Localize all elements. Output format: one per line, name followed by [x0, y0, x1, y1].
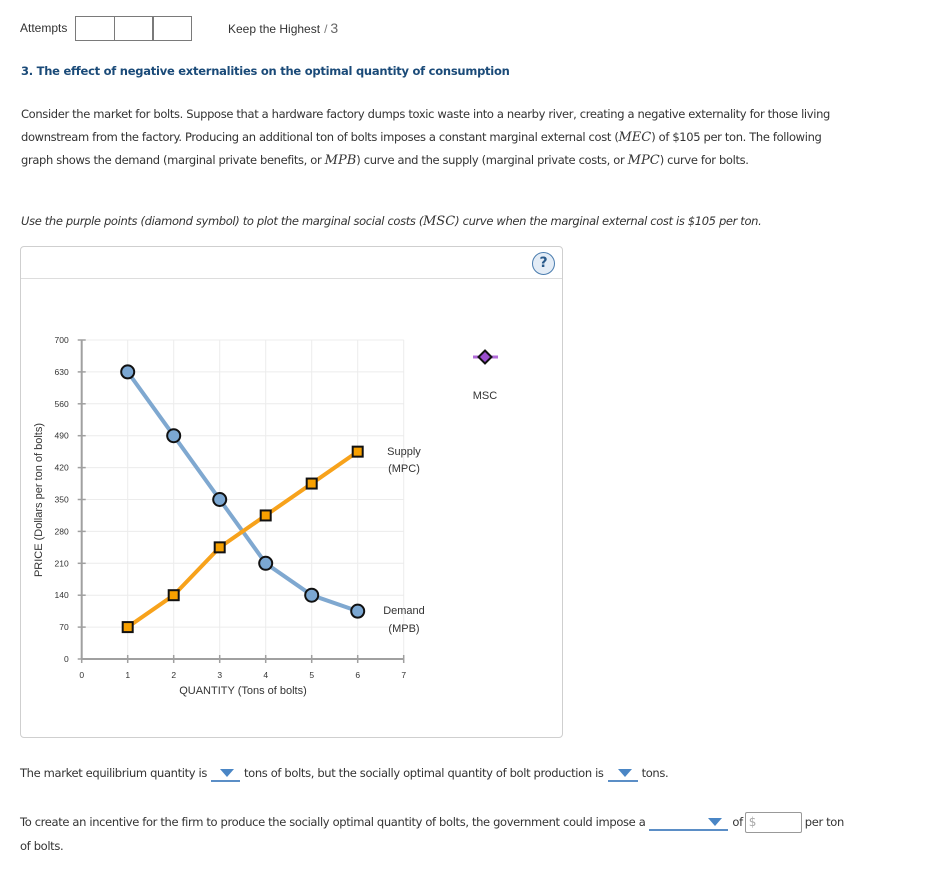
equilibrium-question: The market equilibrium quantity is tons o…: [20, 763, 669, 783]
supply-point-square[interactable]: [121, 621, 134, 634]
demand-point-circle[interactable]: [258, 555, 274, 571]
x-tick-label: 3: [217, 670, 222, 680]
x-axis-title: QUANTITY (Tons of bolts): [179, 685, 307, 697]
math-mpb: MPB: [324, 153, 357, 168]
x-tick-label: 4: [263, 670, 268, 680]
y-tick-label: 280: [55, 526, 69, 536]
y-tick-label: 630: [55, 367, 69, 377]
dropdown-arrow-icon: [220, 769, 235, 777]
intro-line-1: Consider the market for bolts. Suppose t…: [21, 103, 830, 126]
policy-type-dropdown[interactable]: [649, 814, 729, 831]
y-tick-label: 0: [64, 654, 69, 664]
q2-text-before: To create an incentive for the firm to p…: [20, 815, 646, 829]
demand-point-circle[interactable]: [212, 492, 228, 507]
y-tick-label: 420: [55, 463, 69, 473]
q2-text-per-ton: per ton: [804, 815, 845, 829]
y-axis-title: PRICE (Dollars per ton of bolts): [33, 423, 45, 577]
instruction-text: ) curve when the marginal external cost …: [455, 214, 762, 228]
score-separator: /: [324, 22, 328, 36]
x-tick-label: 6: [355, 670, 360, 680]
question-title: 3. The effect of negative externalities …: [21, 64, 510, 78]
supply-demand-chart[interactable]: 0 70 140 210 280 350 420 490 560 630 700 0 1 2 3 4 5 6 7 QU…: [21, 247, 562, 737]
supply-point-square[interactable]: [167, 589, 180, 602]
intro-text: downstream from the factory. Producing a…: [21, 130, 619, 144]
msc-legend-label: MSC: [473, 390, 498, 402]
intro-text: ) of $105 per ton. The following: [651, 130, 822, 144]
q1-text-after: tons.: [641, 766, 669, 780]
instruction-text: Use the purple points (diamond symbol) t…: [21, 214, 423, 228]
attempts-label: Attempts: [20, 21, 68, 35]
y-tick-label: 350: [55, 495, 69, 505]
math-msc: MSC: [423, 214, 456, 229]
x-tick-label: 7: [401, 670, 406, 680]
intro-text: graph shows the demand (marginal private…: [21, 153, 325, 167]
intro-line-3: graph shows the demand (marginal private…: [21, 149, 830, 172]
policy-question: To create an incentive for the firm to p…: [20, 810, 844, 858]
series-legend-label: (MPC): [388, 463, 420, 475]
y-tick-label: 70: [59, 622, 69, 632]
y-tick-label: 210: [55, 558, 69, 568]
series-legend-label: Demand: [383, 605, 425, 617]
demand-point-circle[interactable]: [350, 603, 366, 619]
demand-point-circle[interactable]: [304, 587, 320, 603]
help-question-icon[interactable]: ?: [532, 252, 555, 275]
intro-line-2: downstream from the factory. Producing a…: [21, 126, 830, 149]
question-intro: Consider the market for bolts. Suppose t…: [21, 103, 830, 172]
optimal-quantity-dropdown[interactable]: [607, 765, 638, 782]
math-mpc: MPC: [627, 153, 660, 168]
x-tick-label: 5: [309, 670, 314, 680]
policy-amount-input[interactable]: [757, 814, 798, 830]
dropdown-arrow-icon: [617, 769, 632, 777]
policy-amount-field[interactable]: $: [744, 812, 802, 833]
supply-point-square[interactable]: [259, 509, 272, 522]
dropdown-arrow-icon: [708, 818, 723, 826]
currency-prefix: $: [748, 815, 757, 829]
demand-point-circle[interactable]: [120, 364, 136, 380]
x-tick-label: 2: [171, 670, 176, 680]
y-tick-label: 560: [55, 399, 69, 409]
y-tick-label: 140: [55, 590, 69, 600]
curve-line[interactable]: [125, 369, 360, 614]
y-tick-label: 490: [55, 431, 69, 441]
curve-line[interactable]: [125, 449, 360, 630]
intro-text: ) curve and the supply (marginal private…: [356, 153, 628, 167]
x-tick-label: 1: [125, 670, 130, 680]
grading-policy-label: Keep the Highest: [228, 22, 321, 36]
series-legend-label: Supply: [387, 446, 421, 458]
graph-panel-header: [21, 247, 562, 279]
attempt-score-boxes: [75, 16, 192, 41]
equilibrium-quantity-dropdown[interactable]: [211, 765, 241, 782]
supply-point-square[interactable]: [351, 445, 364, 458]
supply-point-square[interactable]: [213, 541, 226, 554]
demand-point-circle[interactable]: [166, 428, 182, 444]
msc-diamond-tool[interactable]: [473, 349, 498, 365]
graph-panel: 0 70 140 210 280 350 420 490 560 630 700 0 1 2 3 4 5 6 7 QU…: [20, 246, 563, 738]
q2-text-wrap: of bolts.: [20, 839, 64, 853]
supply-point-square[interactable]: [305, 477, 318, 490]
intro-text: Consider the market for bolts. Suppose t…: [21, 107, 830, 121]
supply-curve[interactable]: [121, 445, 364, 634]
attempt-box-2: [113, 16, 154, 41]
max-score: 3: [330, 20, 339, 36]
q1-text-middle: tons of bolts, but the socially optimal …: [244, 766, 604, 780]
grading-policy: Keep the Highest/3: [228, 20, 338, 36]
attempt-box-3: [152, 16, 192, 41]
intro-text: ) curve for bolts.: [659, 153, 749, 167]
demand-curve[interactable]: [120, 364, 366, 619]
math-mec: MEC: [618, 130, 652, 145]
y-tick-label: 700: [55, 335, 69, 345]
series-legend-label: (MPB): [388, 623, 419, 635]
x-tick-label: 0: [79, 670, 84, 680]
graph-instruction: Use the purple points (diamond symbol) t…: [21, 210, 762, 233]
attempt-box-1: [75, 16, 115, 41]
q2-text-of: of: [732, 815, 743, 829]
msc-diamond-icon[interactable]: [477, 349, 493, 365]
q1-text-before: The market equilibrium quantity is: [20, 766, 208, 780]
